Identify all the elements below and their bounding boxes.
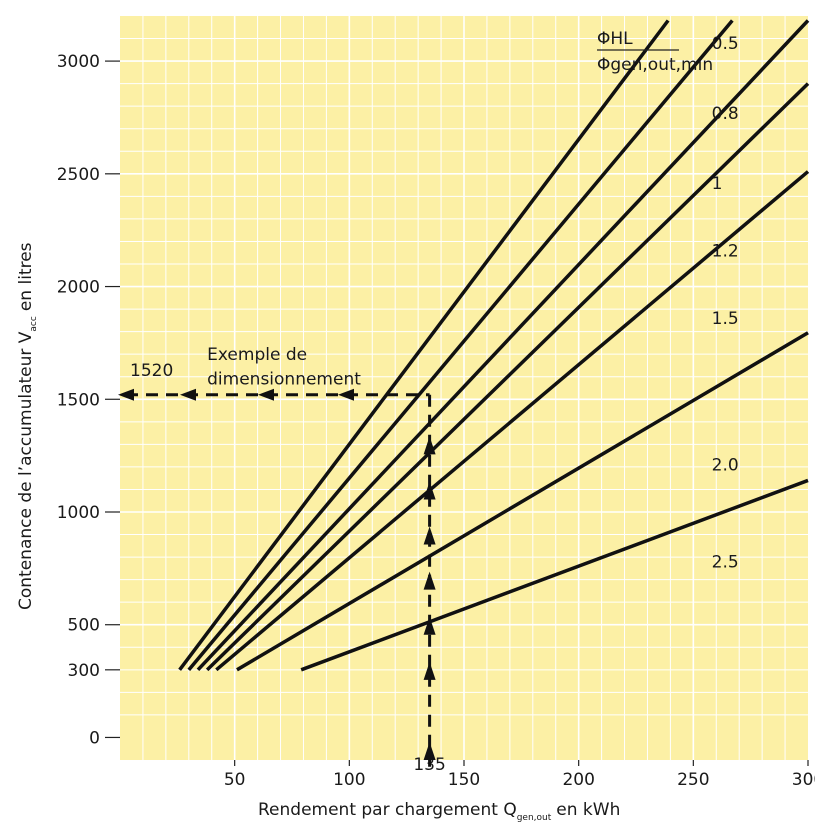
legend-numerator: ΦHL bbox=[597, 29, 633, 49]
x-tick-labels: 50 100 150 200 250 300 bbox=[224, 770, 815, 790]
example-y-value-label: 1520 bbox=[130, 361, 173, 381]
left-arrow-icon bbox=[258, 388, 274, 401]
series-label-2-5: 2.5 bbox=[712, 553, 739, 573]
example-annotation: Exemple de dimensionnement 1520 135 bbox=[118, 345, 446, 775]
x-axis-title-unit: en kWh bbox=[556, 800, 620, 820]
series-line-1-5 bbox=[215, 170, 810, 672]
y-tick-label: 300 bbox=[68, 661, 100, 681]
series-line-0-5 bbox=[178, 19, 670, 671]
y-tick-label: 1000 bbox=[57, 503, 100, 523]
y-tick-label: 1500 bbox=[57, 390, 100, 410]
series-lines bbox=[178, 19, 810, 672]
up-arrow-icon bbox=[423, 661, 436, 680]
up-arrow-icon bbox=[423, 741, 436, 760]
x-tick-label: 50 bbox=[224, 770, 246, 790]
series-label-1-5: 1.5 bbox=[712, 309, 739, 329]
y-tick-labels: 0 300 500 1000 1500 2000 2500 3000 bbox=[57, 52, 100, 748]
left-arrow-icon bbox=[338, 388, 354, 401]
x-axis-title: Rendement par chargement Qgen,out en kWh bbox=[258, 800, 620, 823]
series-label-1: 1 bbox=[712, 174, 723, 194]
series-label-2-0: 2.0 bbox=[712, 456, 739, 476]
example-title-line2: dimensionnement bbox=[207, 370, 361, 390]
x-tick-label: 300 bbox=[792, 770, 815, 790]
x-tick-label: 150 bbox=[448, 770, 480, 790]
up-arrow-icon bbox=[423, 616, 436, 635]
x-tick-label: 100 bbox=[333, 770, 365, 790]
y-tick-label: 2500 bbox=[57, 165, 100, 185]
y-tick-label: 0 bbox=[89, 728, 100, 748]
example-title-line1: Exemple de bbox=[207, 345, 307, 365]
up-arrow-icon bbox=[423, 526, 436, 545]
x-axis-title-main: Rendement par chargement Q bbox=[258, 800, 517, 820]
series-line-0-8 bbox=[187, 19, 734, 671]
series-labels: 0.5 0.8 1 1.2 1.5 2.0 2.5 bbox=[712, 34, 739, 573]
y-axis-title-main: Contenance de l’accumulateur V bbox=[16, 331, 36, 610]
series-label-0-5: 0.5 bbox=[712, 34, 739, 54]
legend-denominator: Φgen,out,min bbox=[597, 55, 713, 75]
up-arrow-icon bbox=[423, 571, 436, 590]
y-axis-title-unit: en litres bbox=[16, 242, 36, 311]
y-tick-label: 500 bbox=[68, 616, 100, 636]
up-arrow-icon bbox=[423, 481, 436, 500]
y-tick-label: 2000 bbox=[57, 278, 100, 298]
series-line-2-0 bbox=[236, 331, 809, 672]
series-label-0-8: 0.8 bbox=[712, 104, 739, 124]
series-line-1-2 bbox=[205, 82, 810, 672]
ratio-legend: ΦHL Φgen,out,min bbox=[597, 29, 713, 75]
axis-tick-marks bbox=[105, 60, 809, 766]
x-axis-title-subscript: gen,out bbox=[517, 813, 552, 823]
series-line-2-5 bbox=[300, 478, 809, 672]
x-tick-label: 200 bbox=[562, 770, 594, 790]
series-label-1-2: 1.2 bbox=[712, 241, 739, 261]
y-tick-label: 3000 bbox=[57, 52, 100, 72]
y-axis-title: Contenance de l’accumulateur Vacc en litr… bbox=[16, 242, 39, 610]
left-arrow-icon bbox=[180, 388, 196, 401]
up-arrow-icon bbox=[423, 436, 436, 455]
x-tick-label: 250 bbox=[677, 770, 709, 790]
series-line-1 bbox=[196, 19, 810, 672]
left-arrow-icon bbox=[118, 388, 134, 401]
y-axis-title-subscript: acc bbox=[29, 316, 39, 331]
